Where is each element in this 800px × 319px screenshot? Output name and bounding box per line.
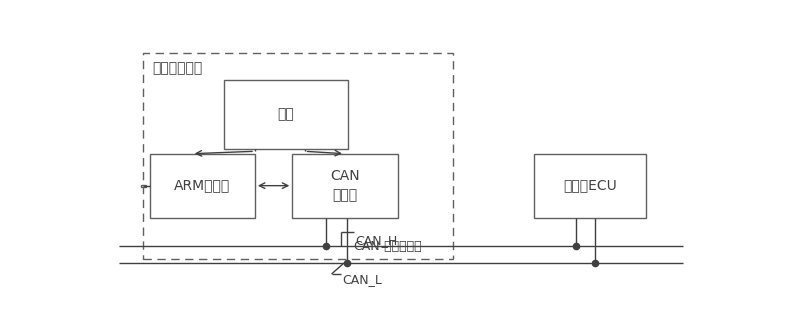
Text: 发动机ECU: 发动机ECU <box>563 179 617 193</box>
Text: CAN
收发器: CAN 收发器 <box>330 169 360 203</box>
Bar <box>292 154 398 218</box>
Bar <box>534 154 646 218</box>
Text: ARM处理器: ARM处理器 <box>174 179 230 193</box>
Bar <box>141 185 146 187</box>
Bar <box>224 80 348 149</box>
Text: 电源: 电源 <box>278 108 294 122</box>
Text: CAN_L: CAN_L <box>342 273 382 286</box>
Bar <box>143 53 454 259</box>
Text: CAN-屏蔽双绞线: CAN-屏蔽双绞线 <box>354 240 422 253</box>
Text: 车载终端主机: 车载终端主机 <box>153 62 203 76</box>
Text: CAN_H: CAN_H <box>355 234 398 247</box>
Bar <box>150 154 255 218</box>
